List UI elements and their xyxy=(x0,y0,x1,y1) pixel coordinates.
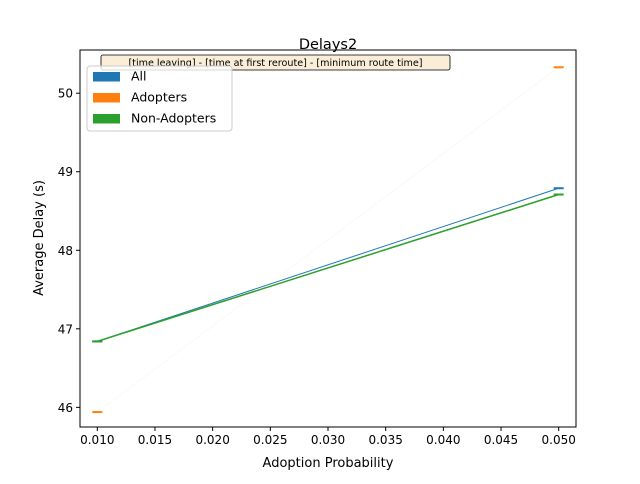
series-line-non-adopters xyxy=(97,193,559,343)
y-axis: 46 47 48 49 50 xyxy=(58,87,80,415)
legend: All Adopters Non-Adopters xyxy=(86,65,233,132)
legend-item-all: All xyxy=(93,69,147,84)
y-axis-label: Average Delay (s) xyxy=(32,180,47,296)
x-tick-label: 0.015 xyxy=(138,433,172,447)
legend-frame xyxy=(86,65,233,132)
y-tick-label: 50 xyxy=(58,87,73,101)
chart-title: Delays2 xyxy=(299,37,357,53)
x-tick-label: 0.020 xyxy=(195,433,229,447)
plot-area xyxy=(92,66,564,414)
series-line-all xyxy=(97,187,559,342)
x-tick-label: 0.025 xyxy=(253,433,287,447)
series-line-adopters xyxy=(97,67,559,413)
legend-label: Adopters xyxy=(131,90,187,105)
legend-swatch xyxy=(93,114,120,124)
x-tick-label: 0.010 xyxy=(80,433,114,447)
y-tick-label: 48 xyxy=(58,244,73,258)
legend-item-adopters: Adopters xyxy=(93,90,187,105)
legend-swatch xyxy=(93,72,120,82)
x-axis-label: Adoption Probability xyxy=(263,456,394,471)
legend-swatch xyxy=(93,93,120,103)
x-tick-label: 0.040 xyxy=(426,433,460,447)
x-tick-label: 0.035 xyxy=(368,433,402,447)
annotation-text: [time leaving] - [time at first reroute]… xyxy=(128,58,422,69)
y-tick-label: 49 xyxy=(58,165,73,179)
legend-label: Non-Adopters xyxy=(131,111,216,126)
x-tick-label: 0.045 xyxy=(484,433,518,447)
legend-item-non-adopters: Non-Adopters xyxy=(93,111,216,126)
legend-label: All xyxy=(131,69,147,84)
y-tick-label: 46 xyxy=(58,401,73,415)
x-tick-label: 0.050 xyxy=(542,433,576,447)
x-tick-label: 0.030 xyxy=(311,433,345,447)
y-tick-label: 47 xyxy=(58,322,73,336)
x-axis: 0.010 0.015 0.020 0.025 0.030 0.035 0.040 0.045… xyxy=(80,427,576,447)
